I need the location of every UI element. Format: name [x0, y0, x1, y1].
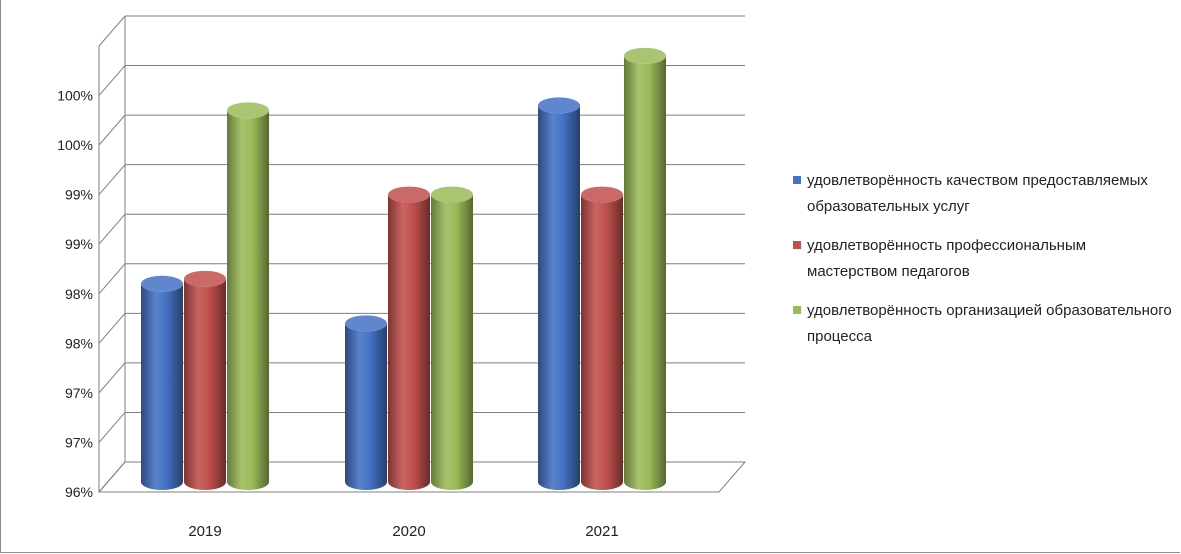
- legend: удовлетворённость качеством предоставляе…: [793, 168, 1178, 363]
- gridline-side: [98, 263, 126, 295]
- bar-top: [141, 275, 183, 292]
- y-tick-label: 100%: [57, 137, 93, 153]
- x-tick-label: 2020: [392, 523, 425, 540]
- bar-2020-1: [388, 186, 430, 491]
- legend-label-1: удовлетворённость профессиональным масте…: [807, 237, 1087, 280]
- legend-item-0: удовлетворённость качеством предоставляе…: [793, 168, 1178, 220]
- gridline-side: [98, 114, 126, 146]
- x-tick-label: 2021: [585, 523, 618, 540]
- gridline-side: [98, 362, 126, 394]
- bar-body: [624, 55, 666, 490]
- gridline-side: [98, 164, 126, 195]
- bar-2019-2: [227, 102, 269, 490]
- legend-label-0: удовлетворённость качеством предоставляе…: [807, 172, 1148, 215]
- bar-body: [388, 194, 430, 491]
- bar-top: [581, 186, 623, 203]
- bar-2021-1: [581, 186, 623, 491]
- bar-body: [345, 323, 387, 490]
- bar-2019-0: [141, 275, 183, 490]
- gridline-side: [98, 213, 126, 245]
- bar-2021-0: [538, 97, 580, 490]
- bar-top: [431, 186, 473, 203]
- gridline-side: [98, 412, 126, 443]
- floor: [97, 461, 747, 493]
- bar-top: [345, 315, 387, 332]
- legend-label-2: удовлетворённость организацией образоват…: [807, 302, 1172, 345]
- legend-item-2: удовлетворённость организацией образоват…: [793, 298, 1178, 350]
- legend-item-1: удовлетворённость профессиональным масте…: [793, 233, 1178, 285]
- y-tick-label: 97%: [65, 385, 93, 401]
- legend-swatch-0: [793, 176, 801, 184]
- bar-body: [141, 283, 183, 490]
- y-tick-label: 99%: [65, 187, 93, 203]
- bar-body: [227, 110, 269, 490]
- y-tick-label: 99%: [65, 236, 93, 252]
- y-tick-label: 98%: [65, 335, 93, 351]
- bar-top: [538, 97, 580, 114]
- bar-2019-1: [184, 270, 226, 490]
- x-tick-label: 2019: [188, 523, 221, 540]
- y-tick-label: 96%: [65, 484, 93, 500]
- y-tick-label: 98%: [65, 286, 93, 302]
- bar-2020-2: [431, 186, 473, 491]
- legend-swatch-2: [793, 306, 801, 314]
- bar-top: [388, 186, 430, 203]
- bar-body: [431, 194, 473, 491]
- gridline-side: [98, 15, 126, 47]
- bar-top: [227, 102, 269, 119]
- bar-2021-2: [624, 47, 666, 490]
- bar-top: [624, 47, 666, 64]
- bar-body: [184, 278, 226, 490]
- bar-body: [538, 105, 580, 490]
- legend-swatch-1: [793, 241, 801, 249]
- gridline-side: [98, 65, 126, 96]
- y-tick-label: 97%: [65, 434, 93, 450]
- bar-body: [581, 194, 623, 491]
- y-tick-label: 100%: [57, 88, 93, 104]
- bars: [141, 47, 666, 491]
- gridline-side: [98, 313, 126, 344]
- bar-2020-0: [345, 315, 387, 490]
- bar-top: [184, 270, 226, 287]
